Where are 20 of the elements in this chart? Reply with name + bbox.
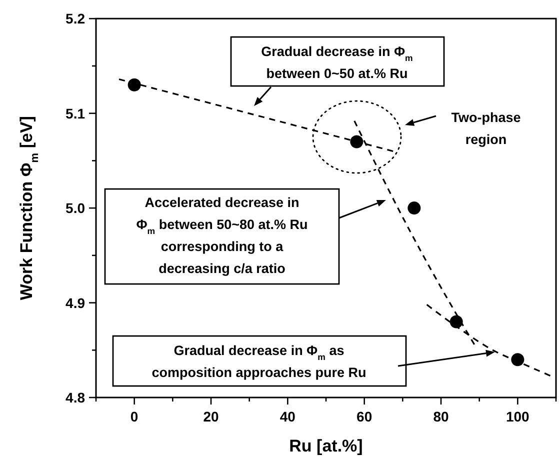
x-axis-title: Ru [at.%] <box>289 436 363 456</box>
annotation: Accelerated decrease in Φ$_{m}$ between 50~80 at.% Ru corresponding to a decreasing c/a ratio <box>136 195 308 276</box>
x-tick-label: 40 <box>280 408 296 424</box>
point <box>511 353 524 366</box>
y-tick-label: 5.2 <box>66 10 86 27</box>
y-tick-label: 5.0 <box>66 200 86 216</box>
x-tick-label: 100 <box>506 408 530 424</box>
annotation: Gradual decrease in Φ$_{m}$ as composition approaches pure Ru <box>152 343 366 380</box>
x-tick-label: 80 <box>433 408 449 424</box>
annotation: Gradual decrease in Φ$_{m}$ between 0~50 at.% Ru <box>261 44 414 81</box>
annotation: Two-phase region <box>451 110 522 147</box>
y-tick-label: 4.9 <box>66 294 86 311</box>
x-tick-label: 20 <box>203 408 219 424</box>
point <box>128 78 141 92</box>
y-tick-label: 4.8 <box>66 390 86 406</box>
y-tick-label: 5.1 <box>66 105 86 122</box>
point <box>350 135 364 148</box>
point <box>408 202 421 215</box>
x-tick-label: 0 <box>130 408 138 424</box>
x-tick-label: 60 <box>356 408 372 424</box>
